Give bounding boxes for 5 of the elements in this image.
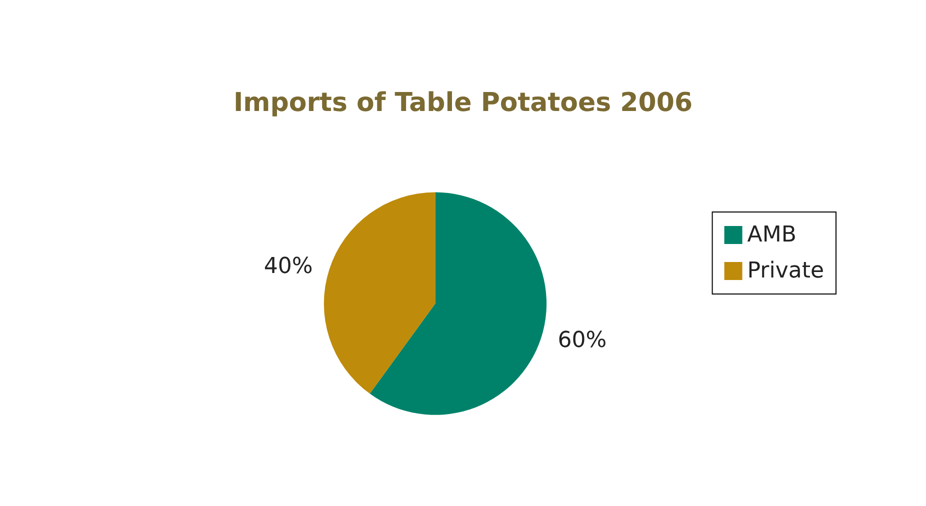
- chart-title: Imports of Table Potatoes 2006: [233, 88, 693, 118]
- data-label: 60%: [558, 328, 607, 353]
- legend-label: Private: [747, 258, 824, 284]
- legend-label: AMB: [747, 222, 796, 248]
- data-label: 40%: [264, 254, 313, 280]
